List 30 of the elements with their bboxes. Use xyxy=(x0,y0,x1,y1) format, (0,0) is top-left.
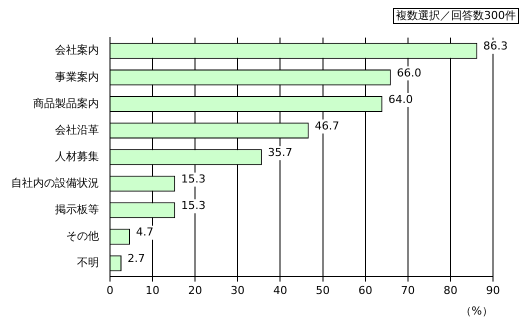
x-tick-label: 40 xyxy=(273,284,288,298)
y-tick-label: 会社沿革 xyxy=(55,123,99,136)
x-tick-label: 10 xyxy=(146,284,160,298)
data-label: 86.3 xyxy=(483,40,508,53)
y-tick-label: 自社内の設備状況 xyxy=(11,176,99,190)
x-tick-label: 80 xyxy=(443,284,458,298)
y-tick-label: 会社案内 xyxy=(55,44,99,57)
data-label: 15.3 xyxy=(181,172,206,186)
y-tick-label: 掲示板等 xyxy=(55,203,99,216)
x-tick-label: 0 xyxy=(106,284,114,298)
x-tick-label: 60 xyxy=(358,284,372,298)
data-label: 66.0 xyxy=(396,66,422,80)
chart-subtitle: 複数選択／回答数300件 xyxy=(393,8,519,24)
x-tick-label: 30 xyxy=(230,284,245,298)
x-axis-title: （%） xyxy=(460,304,493,318)
y-tick-label: 人材募集 xyxy=(55,150,99,163)
x-tick-label: 20 xyxy=(188,284,202,298)
data-label: 4.7 xyxy=(136,226,154,239)
x-tick-label: 50 xyxy=(316,284,330,298)
y-tick-label: 商品製品案内 xyxy=(33,96,99,110)
data-label: 2.7 xyxy=(127,252,145,266)
x-tick-label: 70 xyxy=(400,284,415,298)
y-tick-label: その他 xyxy=(66,230,99,243)
y-tick-label: 不明 xyxy=(77,256,99,270)
data-label: 46.7 xyxy=(314,119,340,132)
x-tick-label: 90 xyxy=(486,284,500,298)
data-label: 64.0 xyxy=(388,92,413,106)
data-label: 35.7 xyxy=(268,146,292,159)
data-label: 15.3 xyxy=(181,199,206,212)
y-tick-label: 事業案内 xyxy=(55,70,99,84)
